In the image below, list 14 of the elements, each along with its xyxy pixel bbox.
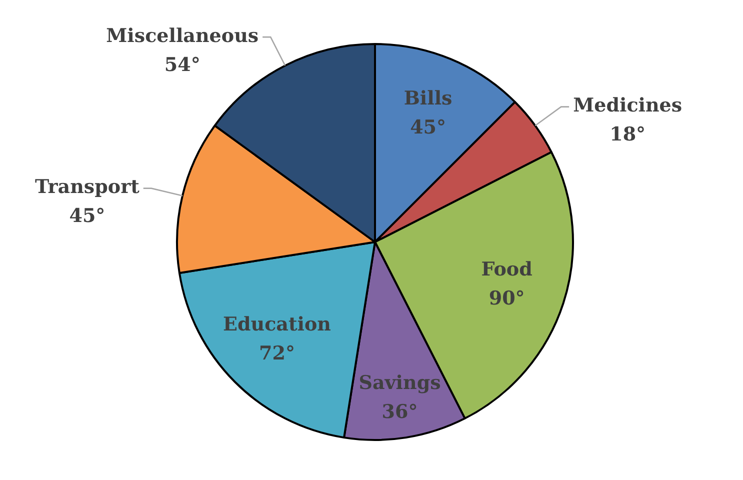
data-label: 36° — [382, 400, 418, 423]
slice-label: Bills — [404, 87, 452, 110]
slice-label: Education — [223, 313, 332, 336]
slice-label: Miscellaneous — [106, 25, 259, 48]
slice-label: Savings — [358, 372, 441, 394]
slice-label: Transport — [35, 176, 140, 198]
data-label: 54° — [164, 54, 200, 76]
slice-label: Medicines — [573, 94, 682, 117]
data-label: 45° — [69, 205, 106, 228]
slice-label: Food — [481, 258, 532, 280]
data-label: 72° — [259, 342, 295, 364]
data-label: 90° — [488, 287, 525, 310]
data-label: 18° — [610, 124, 646, 146]
data-label: 45° — [410, 116, 446, 138]
